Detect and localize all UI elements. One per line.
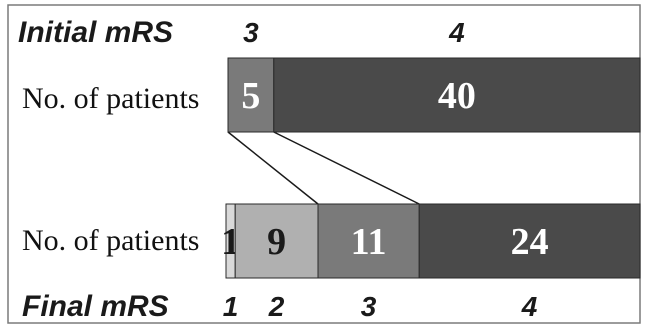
- initial-mrs-header: Initial mRS: [18, 16, 173, 49]
- initial-value-label-mrs-4: 40: [438, 75, 476, 117]
- final-row-label: No. of patients: [22, 224, 199, 257]
- final-value-label-mrs-4: 24: [511, 221, 549, 263]
- final-segment-mrs-4: [418, 203, 641, 279]
- initial-category-label-mrs-3: 3: [243, 17, 259, 48]
- initial-category-label-mrs-4: 4: [448, 17, 465, 48]
- initial-bar: 5 40: [227, 57, 641, 133]
- initial-segment-mrs-3: [227, 57, 275, 133]
- chart-frame: [7, 4, 641, 324]
- connector-line-2: [273, 131, 420, 205]
- final-category-label-mrs-2: 2: [268, 291, 285, 322]
- connector-line-1: [227, 131, 319, 205]
- final-segment-mrs-2: [234, 203, 319, 279]
- final-category-label-mrs-1: 1: [223, 291, 239, 322]
- initial-value-label-mrs-3: 5: [241, 75, 260, 117]
- final-value-label-mrs-3: 11: [351, 221, 387, 263]
- initial-segment-mrs-4: [273, 57, 641, 133]
- final-category-label-mrs-3: 3: [361, 291, 377, 322]
- final-segment-mrs-3: [317, 203, 420, 279]
- final-category-label-mrs-4: 4: [521, 291, 538, 322]
- connector-lines: [227, 131, 420, 205]
- initial-row-label: No. of patients: [22, 82, 199, 115]
- final-value-label-mrs-2: 9: [267, 221, 286, 263]
- final-mrs-header: Final mRS: [22, 290, 169, 323]
- final-bar: 1 9 11 24: [221, 203, 641, 279]
